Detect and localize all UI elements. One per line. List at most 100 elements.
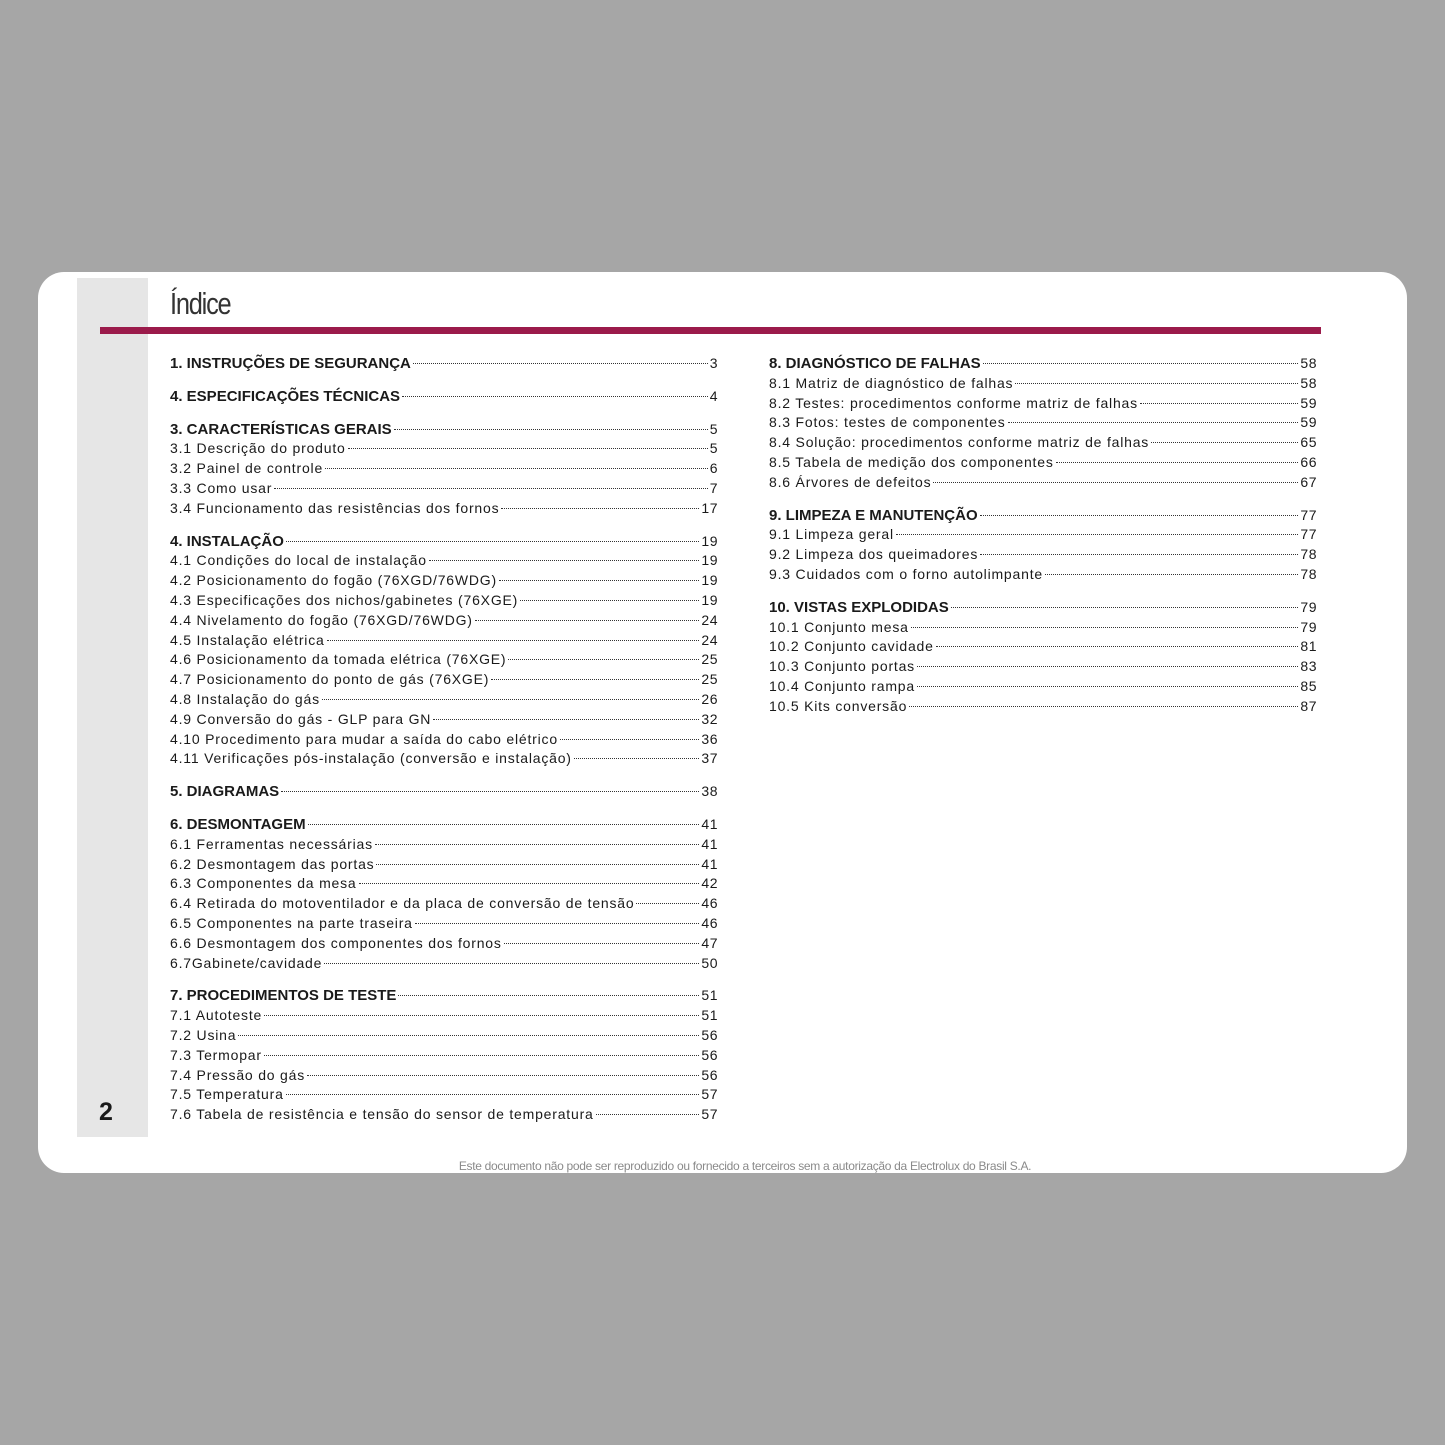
toc-entry: 10.4 Conjunto rampa 85: [769, 677, 1317, 697]
entry-label: 7.4 Pressão do gás: [170, 1066, 306, 1083]
toc-entry: 4.11 Verificações pós-instalação (conver…: [170, 749, 718, 769]
toc-section: 4. INSTALAÇÃO 19 4.1 Condições do local de…: [170, 532, 718, 770]
toc-heading: 1. INSTRUÇÕES DE SEGURANÇA 3: [170, 354, 718, 374]
entry-label: 10.1 Conjunto mesa: [769, 618, 909, 635]
entry-page: 41: [701, 855, 718, 872]
entry-page: 67: [1300, 473, 1317, 490]
entry-page: 36: [701, 730, 718, 747]
dot-leader: [414, 922, 700, 924]
entry-label: 4. ESPECIFICAÇÕES TÉCNICAS: [170, 387, 401, 405]
entry-page: 6: [709, 460, 718, 477]
entry-page: 56: [701, 1066, 718, 1083]
dot-leader: [433, 718, 700, 720]
entry-label: 9.3 Cuidados com o forno autolimpante: [769, 565, 1043, 582]
entry-label: 4.9 Conversão do gás - GLP para GN: [170, 710, 432, 727]
toc-heading: 3. CARACTERÍSTICAS GERAIS 5: [170, 420, 718, 440]
entry-label: 1. INSTRUÇÕES DE SEGURANÇA: [170, 355, 411, 372]
toc-section: 5. DIAGRAMAS 38: [170, 782, 718, 802]
entry-page: 25: [701, 671, 718, 688]
dot-leader: [935, 646, 1299, 648]
entry-page: 87: [1300, 697, 1317, 714]
toc-entry: 6.1 Ferramentas necessárias 41: [170, 835, 718, 855]
entry-page: 32: [701, 710, 718, 727]
entry-label: 8.3 Fotos: testes de componentes: [769, 414, 1006, 431]
entry-page: 19: [701, 552, 718, 569]
entry-page: 38: [701, 783, 718, 800]
entry-page: 19: [701, 532, 718, 549]
entry-label: 4.8 Instalação do gás: [170, 690, 320, 707]
dot-leader: [307, 1074, 700, 1076]
toc-entry: 9.1 Limpeza geral 77: [769, 525, 1317, 545]
entry-label: 4. INSTALAÇÃO: [170, 532, 284, 550]
dot-leader: [979, 514, 1299, 516]
entry-page: 66: [1300, 453, 1317, 470]
toc-entry: 4.1 Condições do local de instalação 19: [170, 551, 718, 571]
entry-label: 8. DIAGNÓSTICO DE FALHAS: [769, 355, 981, 372]
toc-entry: 3.1 Descrição do produto 5: [170, 439, 718, 459]
entry-page: 19: [701, 591, 718, 608]
toc-heading: 6. DESMONTAGEM 41: [170, 815, 718, 835]
dot-leader: [474, 619, 700, 621]
dot-leader: [264, 1015, 700, 1017]
entry-page: 79: [1300, 618, 1317, 635]
dot-leader: [402, 395, 708, 397]
dot-leader: [498, 580, 700, 582]
toc-section: 7. PROCEDIMENTOS DE TESTE 51 7.1 Autoteste…: [170, 986, 718, 1125]
dot-leader: [376, 863, 700, 865]
entry-label: 4.1 Condições do local de instalação: [170, 552, 427, 569]
dot-leader: [1044, 573, 1299, 575]
entry-page: 5: [709, 420, 718, 437]
entry-page: 83: [1300, 658, 1317, 675]
toc-entry: 3.4 Funcionamento das resistências dos f…: [170, 499, 718, 519]
entry-label: 9. LIMPEZA E MANUTENÇÃO: [769, 506, 978, 524]
dot-leader: [1055, 461, 1299, 463]
entry-label: 8.4 Solução: procedimentos conforme matr…: [769, 434, 1150, 451]
dot-leader: [263, 1054, 700, 1056]
dot-leader: [980, 554, 1299, 556]
dot-leader: [1139, 402, 1299, 404]
toc-entry: 4.9 Conversão do gás - GLP para GN 32: [170, 710, 718, 730]
entry-page: 79: [1300, 598, 1317, 615]
dot-leader: [636, 903, 700, 905]
toc-section: 4. ESPECIFICAÇÕES TÉCNICAS 4: [170, 387, 718, 407]
entry-label: 10.5 Kits conversão: [769, 697, 908, 714]
toc-entry: 10.3 Conjunto portas 83: [769, 657, 1317, 677]
entry-page: 46: [701, 895, 718, 912]
entry-page: 41: [701, 835, 718, 852]
side-strip: [77, 278, 148, 1137]
dot-leader: [559, 738, 700, 740]
entry-page: 26: [701, 690, 718, 707]
toc-heading: 5. DIAGRAMAS 38: [170, 782, 718, 802]
toc-heading: 7. PROCEDIMENTOS DE TESTE 51: [170, 986, 718, 1006]
toc-entry: 6.7Gabinete/cavidade 50: [170, 954, 718, 974]
dot-leader: [321, 698, 700, 700]
entry-label: 6.6 Desmontagem dos componentes dos forn…: [170, 934, 502, 951]
toc-heading: 10. VISTAS EXPLODIDAS 79: [769, 598, 1317, 618]
toc-entry: 6.3 Componentes da mesa 42: [170, 874, 718, 894]
entry-label: 8.5 Tabela de medição dos componentes: [769, 453, 1054, 470]
toc-entry: 4.7 Posicionamento do ponto de gás (76XG…: [170, 670, 718, 690]
toc-column: 8. DIAGNÓSTICO DE FALHAS 58 8.1 Matriz de …: [769, 354, 1317, 717]
dot-leader: [595, 1114, 700, 1116]
entry-label: 4.6 Posicionamento da tomada elétrica (7…: [170, 651, 507, 668]
dot-leader: [393, 428, 708, 430]
toc-entry: 4.3 Especificações dos nichos/gabinetes …: [170, 591, 718, 611]
toc-section: 9. LIMPEZA E MANUTENÇÃO 77 9.1 Limpeza ger…: [769, 506, 1317, 585]
toc-entry: 7.5 Temperatura 57: [170, 1085, 718, 1105]
dot-leader: [910, 626, 1299, 628]
entry-label: 6.4 Retirada do motoventilador e da plac…: [170, 895, 635, 912]
dot-leader: [491, 679, 700, 681]
entry-page: 3: [709, 355, 718, 371]
page-number: 2: [99, 1098, 113, 1126]
entry-page: 42: [701, 875, 718, 892]
toc-column: 1. INSTRUÇÕES DE SEGURANÇA 3 4. ESPECIFICA…: [170, 354, 718, 1125]
entry-label: 8.6 Árvores de defeitos: [769, 473, 932, 490]
entry-page: 24: [701, 631, 718, 648]
dot-leader: [1015, 382, 1299, 384]
toc-heading: 9. LIMPEZA E MANUTENÇÃO 77: [769, 506, 1317, 526]
dot-leader: [573, 758, 700, 760]
entry-label: 4.2 Posicionamento do fogão (76XGD/76WDG…: [170, 572, 497, 589]
toc-entry: 7.3 Termopar 56: [170, 1046, 718, 1066]
toc-entry: 4.6 Posicionamento da tomada elétrica (7…: [170, 650, 718, 670]
